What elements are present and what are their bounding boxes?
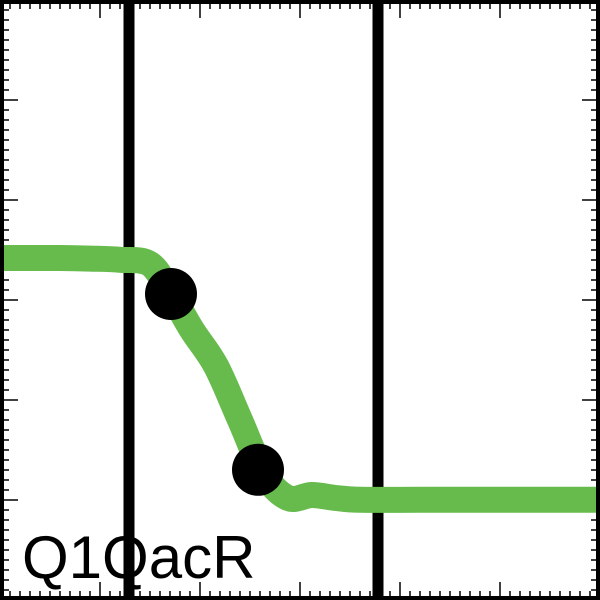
data-point [232,443,284,496]
data-points [145,268,284,496]
series-line [0,244,600,513]
data-point [145,268,197,320]
chart-annotation: Q1QacR [22,524,255,591]
series-layer [0,244,600,513]
